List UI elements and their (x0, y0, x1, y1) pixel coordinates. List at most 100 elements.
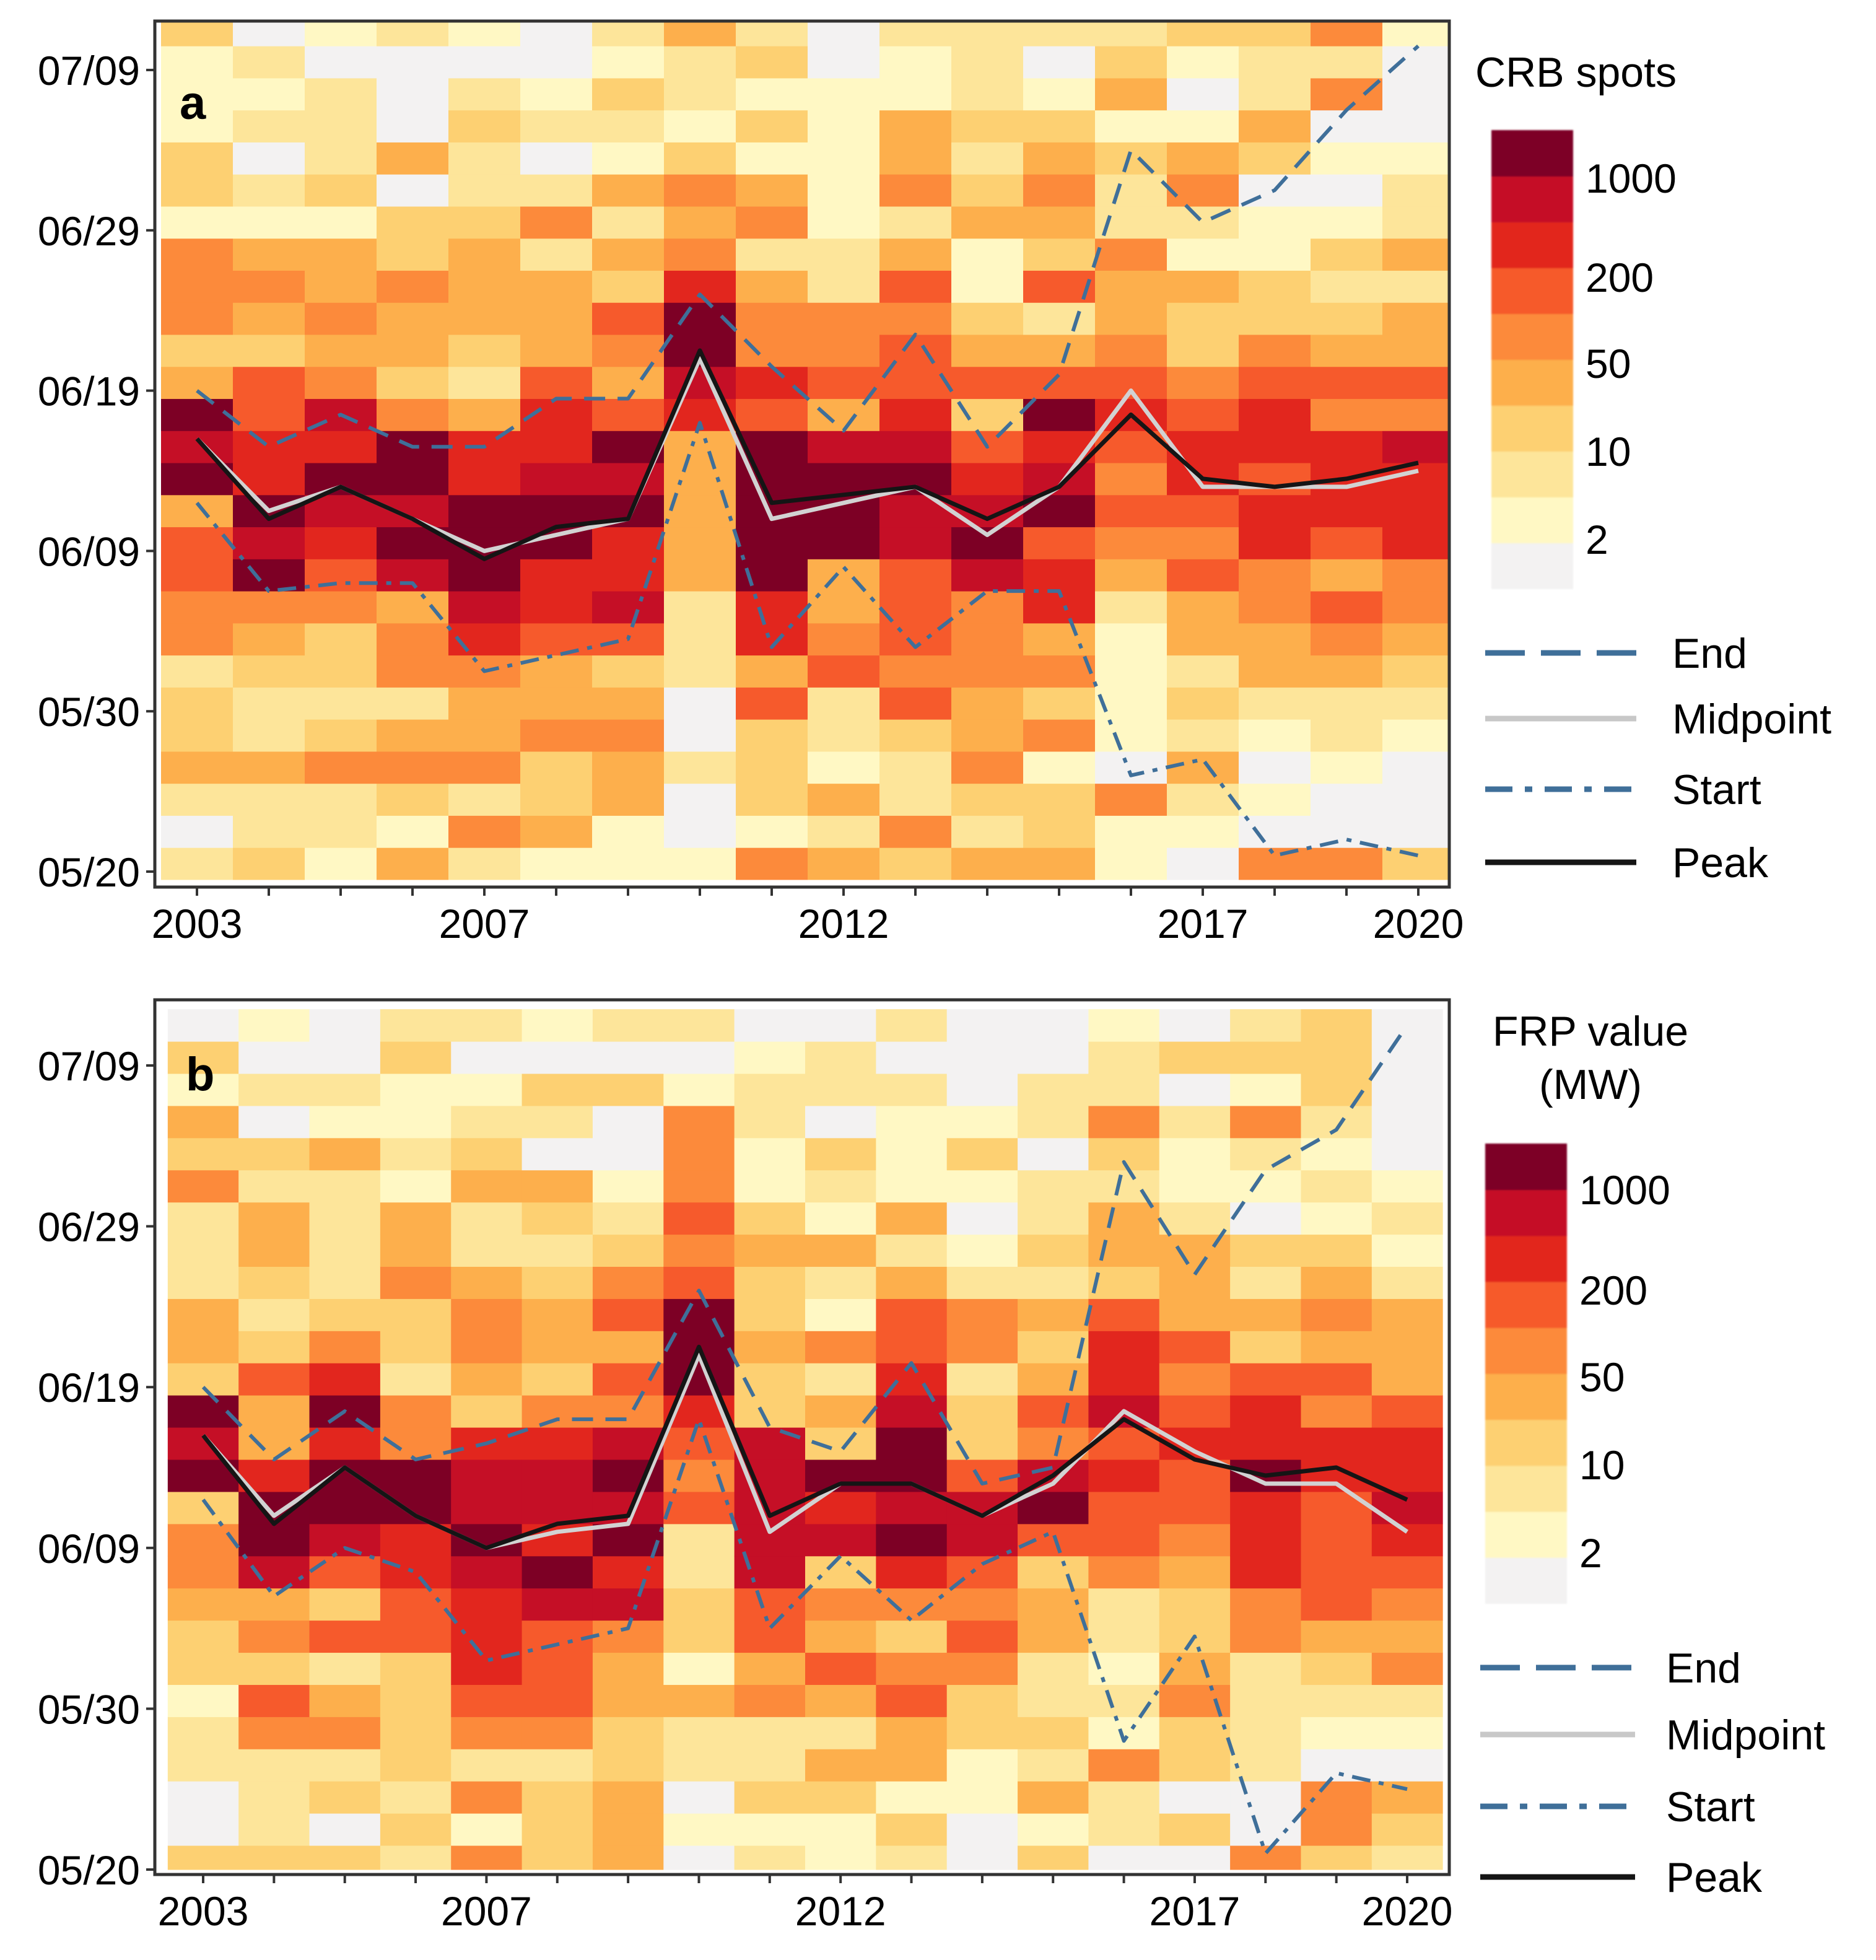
heatmap-cell (663, 1202, 735, 1235)
y-tick-label: 05/20 (38, 1847, 140, 1893)
heatmap-cell (1230, 1781, 1301, 1814)
heatmap-cell (951, 687, 1024, 720)
heatmap-cell (233, 21, 305, 46)
heatmap-cell (520, 751, 593, 784)
heatmap-cell (1230, 1588, 1301, 1621)
heatmap-cell (1088, 1491, 1160, 1525)
heatmap-cell (1018, 1620, 1089, 1653)
heatmap-cell (664, 238, 736, 271)
heatmap-cell (233, 238, 305, 271)
heatmap-cell (946, 1298, 1018, 1331)
heatmap-cell (1239, 463, 1311, 496)
heatmap-cell (1159, 1041, 1231, 1074)
heatmap-cell (1311, 815, 1383, 848)
heatmap-cell (238, 1363, 310, 1396)
colorbar-label: 10 (1586, 429, 1631, 475)
heatmap-cell (1018, 1491, 1089, 1525)
heatmap-cell (1382, 206, 1448, 239)
heatmap-cell (1371, 1781, 1443, 1814)
heatmap-cell (1382, 783, 1448, 816)
heatmap-cell (1018, 1684, 1089, 1717)
heatmap-cell (238, 1266, 310, 1299)
heatmap-cell (1023, 302, 1096, 335)
heatmap-cell (520, 847, 593, 880)
heatmap-cell (946, 1845, 1018, 1870)
heatmap-cell (451, 1555, 523, 1589)
heatmap-cell (736, 21, 808, 46)
heatmap-cell (451, 1298, 523, 1331)
heatmap-cell (808, 847, 880, 880)
heatmap-cell (592, 751, 665, 784)
heatmap-cell (1167, 847, 1239, 880)
heatmap-cell (1371, 1749, 1443, 1782)
heatmap-cell (305, 302, 377, 335)
heatmap-cell (664, 366, 736, 400)
heatmap-cell (1382, 527, 1448, 559)
heatmap-cell (664, 174, 736, 207)
heatmap-cell (805, 1523, 876, 1557)
heatmap-cell (161, 847, 233, 880)
heatmap-cell (664, 815, 736, 848)
heatmap-cell (879, 366, 952, 400)
heatmap-cell (520, 174, 593, 207)
heatmap-cell (161, 238, 233, 271)
heatmap-cell (521, 1717, 593, 1749)
heatmap-cell (448, 494, 521, 528)
heatmap-cell (951, 335, 1024, 367)
heatmap-cell (1382, 335, 1448, 367)
heatmap-cell (305, 46, 377, 79)
heatmap-cell (1018, 1813, 1089, 1846)
heatmap-cell (520, 494, 593, 528)
legend-label-start: Start (1672, 766, 1761, 813)
heatmap-cell (951, 751, 1024, 784)
heatmap-cell (1301, 1491, 1372, 1525)
heatmap-cell (736, 174, 808, 207)
heatmap-cell (167, 1266, 239, 1299)
heatmap-cell (1023, 847, 1096, 880)
heatmap-cell (1167, 302, 1239, 335)
heatmap-cell (1371, 1588, 1443, 1621)
heatmap-cell (520, 110, 593, 142)
heatmap-cell (736, 751, 808, 784)
heatmap-cell (1023, 463, 1096, 496)
colorbar-segment (1485, 1511, 1567, 1558)
colorbar-label: 1000 (1579, 1167, 1670, 1213)
heatmap-cell (448, 366, 521, 400)
heatmap-cell (1239, 302, 1311, 335)
heatmap-cell (448, 238, 521, 271)
heatmap-cell (380, 1717, 452, 1749)
heatmap-cell (1159, 1137, 1231, 1171)
heatmap-cell (664, 687, 736, 720)
heatmap-cell (876, 1845, 948, 1870)
heatmap-cell (380, 1041, 452, 1074)
heatmap-cell (1018, 1170, 1089, 1203)
heatmap-cell (879, 110, 952, 142)
heatmap-cell (592, 1588, 664, 1621)
heatmap-cell (377, 142, 449, 175)
heatmap-cell (1311, 77, 1383, 111)
heatmap-cell (805, 1588, 876, 1621)
heatmap-cell (1088, 1813, 1160, 1846)
heatmap-cell (946, 1170, 1018, 1203)
heatmap-cell (305, 174, 377, 207)
heatmap-cell (951, 77, 1024, 111)
heatmap-cell (951, 206, 1024, 239)
heatmap-cell (451, 1266, 523, 1299)
heatmap-cell (167, 1749, 239, 1782)
heatmap-cell (1088, 1749, 1160, 1782)
heatmap-cell (736, 46, 808, 79)
heatmap-cell (736, 687, 808, 720)
heatmap-cell (876, 1041, 948, 1074)
heatmap-cell (663, 1717, 735, 1749)
heatmap-cell (161, 77, 233, 111)
heatmap-cell (879, 174, 952, 207)
heatmap-cell (1095, 46, 1167, 79)
heatmap-cell (448, 206, 521, 239)
heatmap-cell (451, 1395, 523, 1428)
heatmap-cell (1301, 1684, 1372, 1717)
heatmap-cell (309, 1523, 381, 1557)
heatmap-cell (1023, 238, 1096, 271)
heatmap-cell (1095, 110, 1167, 142)
heatmap-cell (233, 655, 305, 688)
heatmap-cell (1095, 142, 1167, 175)
